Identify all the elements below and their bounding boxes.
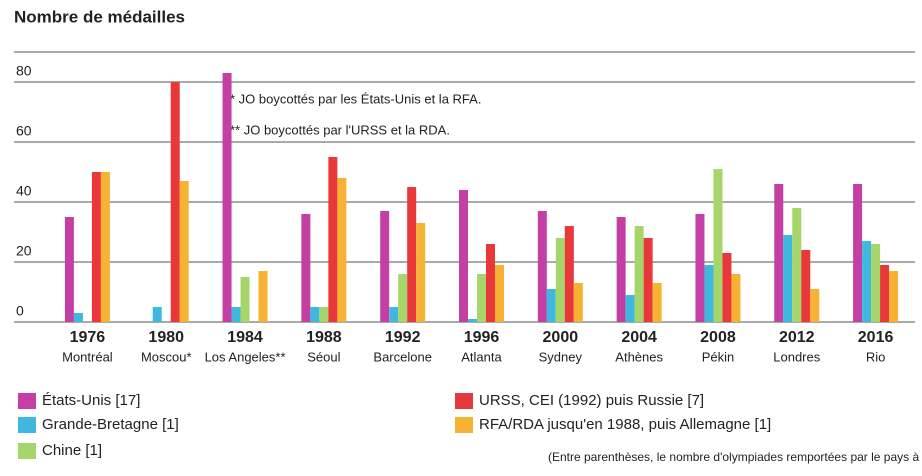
legend-label: Chine [1]: [42, 442, 102, 459]
bar: [459, 190, 468, 322]
x-tick-label: 1980: [148, 329, 184, 346]
legend-swatch: [18, 417, 36, 433]
bar: [774, 184, 784, 322]
bar: [722, 253, 732, 322]
x-tick-label: 1988: [306, 329, 342, 346]
note: (Entre parenthèses, le nombre d'olympiad…: [548, 450, 922, 464]
x-tick-sublabel: Séoul: [307, 349, 340, 364]
legend-swatch: [18, 393, 36, 409]
x-tick-sublabel: Barcelone: [373, 349, 432, 364]
bar: [231, 307, 241, 322]
bar: [801, 250, 811, 322]
bar: [100, 172, 110, 322]
legend-label: États-Unis [17]: [42, 392, 140, 409]
chart-title: Nombre de médailles: [14, 7, 185, 26]
bar: [240, 277, 250, 322]
legend-swatch: [455, 393, 473, 409]
bar: [652, 283, 662, 322]
bar: [792, 208, 802, 322]
x-tick-sublabel: Montréal: [62, 349, 113, 364]
bar: [179, 181, 189, 322]
bar: [853, 184, 863, 322]
bar: [695, 214, 705, 322]
bar: [477, 274, 486, 322]
legend-label: Grande-Bretagne [1]: [42, 416, 179, 433]
bar: [380, 211, 390, 322]
bar: [91, 172, 101, 322]
bar: [468, 319, 477, 322]
x-tick-label: 1996: [464, 329, 500, 346]
y-tick-label: 80: [16, 63, 32, 79]
bar: [862, 241, 872, 322]
bar: [616, 217, 626, 322]
x-tick-label: 2012: [779, 329, 815, 346]
bar: [704, 265, 714, 322]
x-tick-sublabel: Londres: [773, 349, 820, 364]
bar: [537, 211, 547, 322]
x-tick-sublabel: Moscou*: [141, 349, 192, 364]
bar: [783, 235, 793, 322]
legend-label: URSS, CEI (1992) puis Russie [7]: [479, 392, 704, 409]
y-tick-label: 0: [16, 303, 24, 319]
bar: [713, 169, 723, 322]
x-tick-label: 1992: [385, 329, 421, 346]
bar: [643, 238, 653, 322]
bar: [73, 313, 83, 322]
bar: [222, 73, 232, 322]
y-tick-label: 60: [16, 123, 32, 139]
bar: [258, 271, 268, 322]
bar: [731, 274, 741, 322]
legend-label: RFA/RDA jusqu'en 1988, puis Allemagne [1…: [479, 416, 771, 433]
bar: [152, 307, 162, 322]
annotation: * JO boycottés par les États-Unis et la …: [230, 91, 481, 106]
bar: [871, 244, 881, 322]
x-tick-sublabel: Los Angeles**: [205, 349, 286, 364]
legend-swatch: [18, 443, 36, 459]
bar: [495, 265, 504, 322]
y-tick-label: 40: [16, 183, 32, 199]
x-tick-sublabel: Athènes: [615, 349, 663, 364]
bar: [337, 178, 347, 322]
bar: [407, 187, 417, 322]
bar: [634, 226, 644, 322]
bar: [555, 238, 565, 322]
bar: [64, 217, 74, 322]
x-tick-label: 2016: [858, 329, 894, 346]
bar: [546, 289, 556, 322]
x-tick-label: 2004: [621, 329, 657, 346]
legend-swatch: [455, 417, 473, 433]
bar: [810, 289, 820, 322]
bar: [301, 214, 311, 322]
bar: [573, 283, 583, 322]
annotation: ** JO boycottés par l'URSS et la RDA.: [230, 122, 450, 137]
x-tick-sublabel: Rio: [866, 349, 886, 364]
bar: [398, 274, 408, 322]
x-tick-label: 2008: [700, 329, 736, 346]
x-tick-label: 1984: [227, 329, 263, 346]
bar: [625, 295, 635, 322]
bar: [880, 265, 890, 322]
bar: [170, 82, 180, 322]
bar: [416, 223, 426, 322]
x-tick-sublabel: Pékin: [702, 349, 735, 364]
x-tick-label: 1976: [70, 329, 106, 346]
bar: [389, 307, 399, 322]
bar: [486, 244, 495, 322]
bar: [889, 271, 899, 322]
bar: [310, 307, 320, 322]
x-tick-sublabel: Sydney: [539, 349, 583, 364]
y-tick-label: 20: [16, 243, 32, 259]
bar: [319, 307, 329, 322]
x-tick-sublabel: Atlanta: [461, 349, 502, 364]
x-tick-label: 2000: [543, 329, 579, 346]
bar: [564, 226, 574, 322]
bar: [328, 157, 338, 322]
